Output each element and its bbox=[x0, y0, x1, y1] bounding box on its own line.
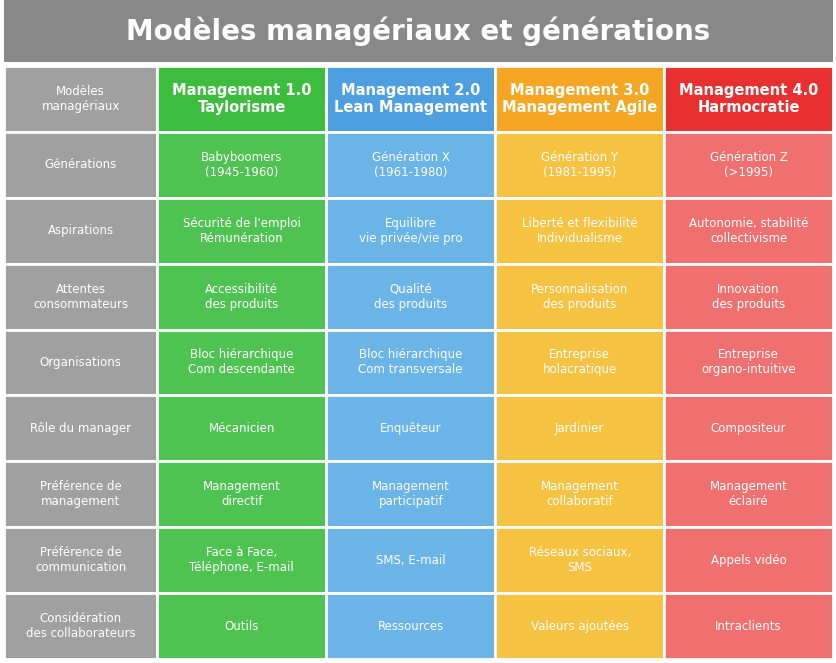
Text: Management 3.0
Management Agile: Management 3.0 Management Agile bbox=[502, 83, 656, 115]
Bar bbox=[663, 264, 832, 330]
Bar bbox=[157, 395, 326, 461]
Text: Bloc hiérarchique
Com transversale: Bloc hiérarchique Com transversale bbox=[358, 349, 462, 377]
Bar bbox=[495, 198, 663, 264]
Bar bbox=[157, 593, 326, 659]
Bar bbox=[326, 132, 495, 198]
Bar bbox=[663, 527, 832, 593]
Text: Management 4.0
Harmocratie: Management 4.0 Harmocratie bbox=[678, 83, 818, 115]
Bar bbox=[157, 132, 326, 198]
Text: Générations: Générations bbox=[44, 158, 117, 171]
Text: Management 1.0
Taylorisme: Management 1.0 Taylorisme bbox=[172, 83, 311, 115]
Bar bbox=[663, 66, 832, 132]
Bar bbox=[326, 395, 495, 461]
Bar bbox=[4, 461, 157, 527]
Text: Enquêteur: Enquêteur bbox=[380, 422, 441, 435]
Bar bbox=[326, 461, 495, 527]
Text: Liberté et flexibilité
Individualisme: Liberté et flexibilité Individualisme bbox=[521, 217, 637, 245]
Text: Compositeur: Compositeur bbox=[710, 422, 785, 435]
Bar bbox=[326, 330, 495, 395]
Text: Valeurs ajoutées: Valeurs ajoutées bbox=[530, 619, 628, 633]
Text: Rôle du manager: Rôle du manager bbox=[30, 422, 131, 435]
Text: Sécurité de l'emploi
Rémunération: Sécurité de l'emploi Rémunération bbox=[182, 217, 300, 245]
Bar bbox=[157, 461, 326, 527]
Bar bbox=[157, 198, 326, 264]
Text: Génération Z
(>1995): Génération Z (>1995) bbox=[709, 151, 787, 179]
Text: Equilibre
vie privée/vie pro: Equilibre vie privée/vie pro bbox=[359, 217, 462, 245]
Bar bbox=[326, 264, 495, 330]
Text: Outils: Outils bbox=[224, 619, 258, 633]
Bar bbox=[495, 132, 663, 198]
Text: Entreprise
holacratique: Entreprise holacratique bbox=[542, 349, 616, 377]
Bar bbox=[495, 461, 663, 527]
Bar bbox=[495, 593, 663, 659]
Bar bbox=[157, 264, 326, 330]
Bar bbox=[326, 593, 495, 659]
Text: Management 2.0
Lean Management: Management 2.0 Lean Management bbox=[334, 83, 487, 115]
Text: Ressources: Ressources bbox=[377, 619, 443, 633]
Bar bbox=[4, 132, 157, 198]
Text: Innovation
des produits: Innovation des produits bbox=[711, 282, 784, 310]
Text: Appels vidéo: Appels vidéo bbox=[710, 554, 786, 567]
Text: Bloc hiérarchique
Com descendante: Bloc hiérarchique Com descendante bbox=[188, 349, 295, 377]
Bar bbox=[495, 527, 663, 593]
Text: Management
éclairé: Management éclairé bbox=[709, 480, 787, 509]
Bar bbox=[495, 330, 663, 395]
Bar bbox=[4, 527, 157, 593]
Text: Qualité
des produits: Qualité des produits bbox=[374, 282, 446, 310]
Bar bbox=[4, 0, 832, 62]
Bar bbox=[157, 527, 326, 593]
Bar bbox=[495, 395, 663, 461]
Bar bbox=[663, 593, 832, 659]
Bar bbox=[157, 66, 326, 132]
Text: Management
collaboratif: Management collaboratif bbox=[540, 480, 618, 509]
Bar bbox=[663, 132, 832, 198]
Bar bbox=[326, 66, 495, 132]
Text: Face à Face,
Téléphone, E-mail: Face à Face, Téléphone, E-mail bbox=[189, 546, 293, 574]
Text: Management
participatif: Management participatif bbox=[371, 480, 449, 509]
Text: Autonomie, stabilité
collectivisme: Autonomie, stabilité collectivisme bbox=[688, 217, 808, 245]
Bar bbox=[4, 198, 157, 264]
Bar bbox=[326, 527, 495, 593]
Bar bbox=[4, 395, 157, 461]
Text: Personnalisation
des produits: Personnalisation des produits bbox=[530, 282, 628, 310]
Text: Réseaux sociaux,
SMS: Réseaux sociaux, SMS bbox=[528, 546, 630, 574]
Bar bbox=[326, 198, 495, 264]
Text: Modèles managériaux et générations: Modèles managériaux et générations bbox=[126, 17, 710, 46]
Text: Intraclients: Intraclients bbox=[715, 619, 781, 633]
Bar bbox=[663, 461, 832, 527]
Bar bbox=[4, 264, 157, 330]
Text: Organisations: Organisations bbox=[39, 356, 121, 369]
Text: Babyboomers
(1945-1960): Babyboomers (1945-1960) bbox=[201, 151, 283, 179]
Text: Préférence de
communication: Préférence de communication bbox=[35, 546, 126, 574]
Text: Attentes
consommateurs: Attentes consommateurs bbox=[33, 282, 128, 310]
Text: Préférence de
management: Préférence de management bbox=[40, 480, 121, 509]
Bar bbox=[4, 66, 157, 132]
Bar bbox=[495, 264, 663, 330]
Text: SMS, E-mail: SMS, E-mail bbox=[375, 554, 445, 567]
Text: Entreprise
organo-intuitive: Entreprise organo-intuitive bbox=[701, 349, 795, 377]
Text: Jardinier: Jardinier bbox=[554, 422, 604, 435]
Text: Accessibilité
des produits: Accessibilité des produits bbox=[205, 282, 278, 310]
Bar bbox=[663, 395, 832, 461]
Bar bbox=[4, 593, 157, 659]
Bar bbox=[4, 330, 157, 395]
Bar bbox=[495, 66, 663, 132]
Text: Génération Y
(1981-1995): Génération Y (1981-1995) bbox=[541, 151, 618, 179]
Text: Mécanicien: Mécanicien bbox=[208, 422, 275, 435]
Text: Modèles
managériaux: Modèles managériaux bbox=[42, 85, 120, 113]
Bar bbox=[663, 330, 832, 395]
Text: Considération
des collaborateurs: Considération des collaborateurs bbox=[26, 612, 135, 640]
Text: Aspirations: Aspirations bbox=[48, 224, 114, 237]
Text: Management
directif: Management directif bbox=[202, 480, 280, 509]
Bar bbox=[663, 198, 832, 264]
Bar bbox=[157, 330, 326, 395]
Text: Génération X
(1961-1980): Génération X (1961-1980) bbox=[371, 151, 449, 179]
